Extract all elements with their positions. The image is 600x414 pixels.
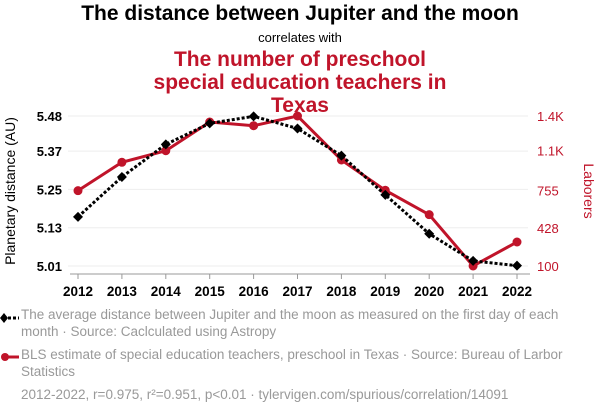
y-tick-label: 5.01 xyxy=(37,259,62,274)
teachers-point xyxy=(73,186,83,196)
jupiter-point xyxy=(468,255,479,266)
y-tick-label: 5.48 xyxy=(37,109,62,124)
x-tick-label: 2021 xyxy=(458,284,489,299)
jupiter-point xyxy=(116,171,127,182)
x-tick-label: 2015 xyxy=(195,284,226,299)
jupiter-point xyxy=(380,189,391,200)
footer-stats: 2012-2022, r=0.975, r²=0.951, p<0.01 · t… xyxy=(21,387,509,402)
chart-title: The distance between Jupiter and the moo… xyxy=(81,2,519,25)
y2-tick-label: 755 xyxy=(537,183,559,198)
x-tick-label: 2016 xyxy=(239,284,270,299)
chart-connector: correlates with xyxy=(258,30,342,45)
jupiter-point xyxy=(336,150,347,161)
y-axis-label: Planetary distance (AU) xyxy=(2,117,18,265)
x-tick-label: 2018 xyxy=(326,284,357,299)
jupiter-series-line xyxy=(76,114,518,268)
teachers-point xyxy=(249,121,259,131)
jupiter-point xyxy=(160,139,171,150)
y-tick-label: 5.25 xyxy=(37,182,62,197)
legend-diamond-icon xyxy=(0,313,19,323)
y2-axis-label: Laborers xyxy=(581,163,597,218)
x-tick-label: 2012 xyxy=(63,284,93,299)
chart-subtitle: The number of preschool special educatio… xyxy=(153,48,447,117)
jupiter-point xyxy=(424,228,435,239)
jupiter-point xyxy=(292,123,303,134)
x-tick-label: 2014 xyxy=(151,284,182,299)
jupiter-point xyxy=(73,211,83,222)
x-tick-label: 2020 xyxy=(414,284,444,299)
x-tick-label: 2022 xyxy=(502,284,532,299)
jupiter-point xyxy=(512,260,522,271)
y2-tick-label: 1.4K xyxy=(537,109,564,124)
teachers-point xyxy=(512,237,522,247)
y2-tick-label: 428 xyxy=(537,221,559,236)
teachers-point xyxy=(424,210,434,220)
legend-circle-icon xyxy=(1,353,19,361)
line-chart: 5.48 5.37 5.25 5.13 5.01 1.4K 1.1K 755 428 100 201… xyxy=(2,109,597,299)
y-tick-label: 5.37 xyxy=(37,144,62,159)
jupiter-point xyxy=(248,111,259,122)
teachers-point xyxy=(117,157,127,167)
teachers-point xyxy=(468,261,478,271)
y2-tick-label: 1.1K xyxy=(537,144,564,159)
teachers-series-line xyxy=(77,114,518,268)
x-tick-label: 2013 xyxy=(107,284,138,299)
y2-tick-label: 100 xyxy=(537,259,559,274)
x-tick-label: 2017 xyxy=(282,284,312,299)
y-tick-label: 5.13 xyxy=(37,221,62,236)
x-tick-label: 2019 xyxy=(370,284,400,299)
jupiter-point xyxy=(204,118,215,129)
teachers-point xyxy=(293,111,302,121)
legend-text: The average distance between Jupiter and… xyxy=(21,307,559,339)
legend-text: BLS estimate of special education teache… xyxy=(21,347,563,379)
teachers-point xyxy=(161,146,171,156)
